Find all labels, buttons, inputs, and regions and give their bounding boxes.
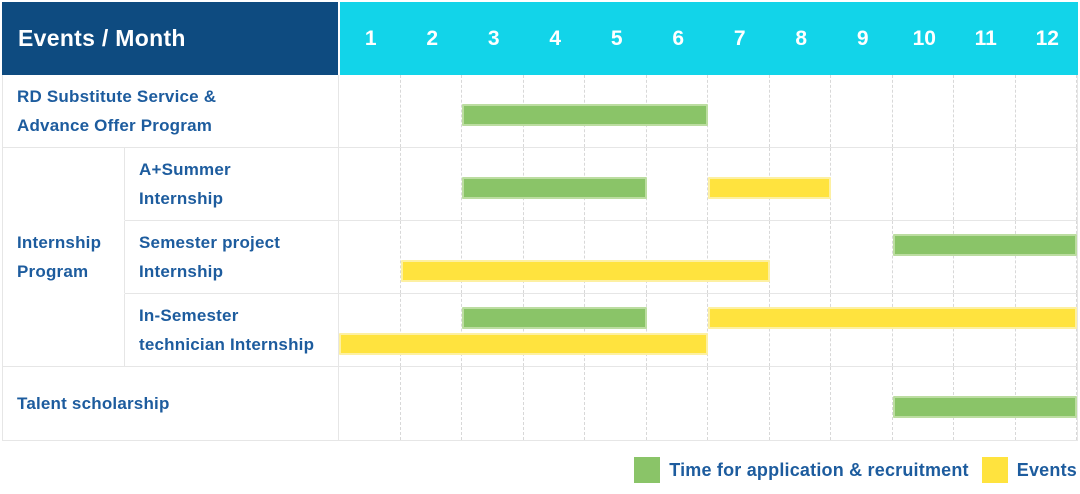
month-gridline-cell bbox=[401, 367, 462, 440]
month-gridline-cell bbox=[585, 221, 647, 293]
event-bar bbox=[400, 260, 770, 282]
table-row-a-summer-internship: A+Summer Internship bbox=[3, 148, 1077, 221]
month-gridline-cell bbox=[647, 221, 708, 293]
month-gridline-cell bbox=[954, 221, 1016, 293]
event-bar bbox=[708, 307, 1077, 329]
legend-swatch-application bbox=[634, 457, 661, 483]
month-gridline-cell bbox=[1016, 148, 1077, 220]
month-gridline-cell bbox=[462, 367, 524, 440]
month-gridline-cell bbox=[524, 367, 585, 440]
row-label-talent-scholarship: Talent scholarship bbox=[3, 367, 339, 440]
month-header-cell: 7 bbox=[733, 26, 746, 50]
event-bar bbox=[339, 333, 708, 355]
table-row-in-semester-technician-internship: In-Semester technician Internship bbox=[3, 294, 1077, 367]
month-gridline-cell bbox=[708, 294, 770, 366]
row-chart bbox=[339, 294, 1077, 367]
month-header-cell: 4 bbox=[549, 26, 562, 50]
month-gridline-cell bbox=[339, 148, 401, 220]
events-month-table: Events / Month 1 2 3 4 5 6 7 8 9 10 11 1… bbox=[2, 2, 1078, 441]
month-gridline-cell bbox=[893, 75, 954, 147]
month-gridline-cell bbox=[954, 148, 1016, 220]
events-month-header-cell: Events / Month bbox=[2, 2, 338, 75]
month-gridline-cell bbox=[462, 294, 524, 366]
month-gridline-cell bbox=[339, 75, 401, 147]
month-header-cell: 12 bbox=[1035, 26, 1059, 50]
month-header-cell: 8 bbox=[795, 26, 808, 50]
month-gridline-cell bbox=[770, 294, 831, 366]
group-label-internship-program: Internship Program bbox=[3, 221, 125, 294]
month-gridline-cell bbox=[585, 294, 647, 366]
month-gridline-cell bbox=[708, 221, 770, 293]
row-chart bbox=[339, 75, 1077, 148]
application-bar bbox=[892, 396, 1077, 418]
group-col-spacer bbox=[3, 294, 125, 367]
table-row-semester-project-internship: Internship Program Semester project Inte… bbox=[3, 221, 1077, 294]
month-gridline-cell bbox=[647, 294, 708, 366]
month-gridline-cell bbox=[770, 221, 831, 293]
application-bar bbox=[892, 234, 1077, 256]
application-bar bbox=[462, 307, 647, 329]
month-gridline-cell bbox=[831, 221, 893, 293]
legend-item-event: Events bbox=[981, 457, 1077, 483]
row-chart bbox=[339, 148, 1077, 221]
month-gridline-cell bbox=[1016, 75, 1077, 147]
month-gridline-cell bbox=[339, 221, 401, 293]
legend-swatch-event bbox=[981, 457, 1008, 483]
month-gridline-cell bbox=[831, 75, 893, 147]
legend-label-application: Time for application & recruitment bbox=[669, 459, 969, 480]
month-gridline-cell bbox=[1016, 221, 1077, 293]
month-header-cell: 2 bbox=[426, 26, 439, 50]
month-gridline-cell bbox=[462, 221, 524, 293]
month-gridline-cell bbox=[893, 294, 954, 366]
month-gridline-cell bbox=[647, 148, 708, 220]
month-gridline-cell bbox=[1016, 294, 1077, 366]
month-gridline-cell bbox=[893, 221, 954, 293]
row-chart bbox=[339, 221, 1077, 294]
row-label-rd-substitute: RD Substitute Service & Advance Offer Pr… bbox=[3, 75, 339, 148]
month-gridline-cell bbox=[401, 75, 462, 147]
table-row-rd-substitute: RD Substitute Service & Advance Offer Pr… bbox=[3, 75, 1077, 148]
row-label-in-semester-technician-internship: In-Semester technician Internship bbox=[125, 294, 339, 367]
month-header-cell: 3 bbox=[487, 26, 500, 50]
application-bar bbox=[462, 177, 647, 199]
month-gridline-cell bbox=[339, 367, 401, 440]
month-gridline-cell bbox=[708, 367, 770, 440]
month-header-strip: 1 2 3 4 5 6 7 8 9 10 11 12 bbox=[340, 2, 1078, 75]
month-gridline-cell bbox=[770, 75, 831, 147]
application-bar bbox=[462, 104, 708, 126]
month-gridline-cell bbox=[893, 148, 954, 220]
month-gridline-cell bbox=[954, 75, 1016, 147]
group-col-spacer bbox=[3, 148, 125, 221]
row-label-semester-project-internship: Semester project Internship bbox=[125, 221, 339, 294]
month-gridline-cell bbox=[585, 367, 647, 440]
legend: Time for application & recruitment Event… bbox=[634, 457, 1077, 483]
month-gridline-cell bbox=[647, 367, 708, 440]
event-bar bbox=[708, 177, 831, 199]
month-gridline-cell bbox=[708, 75, 770, 147]
legend-item-application: Time for application & recruitment bbox=[634, 457, 969, 483]
month-gridline-cell bbox=[339, 294, 401, 366]
month-gridline-cell bbox=[831, 294, 893, 366]
table-body: RD Substitute Service & Advance Offer Pr… bbox=[2, 75, 1078, 441]
month-gridline-cell bbox=[524, 294, 585, 366]
month-gridline-cell bbox=[401, 294, 462, 366]
table-header-row: Events / Month 1 2 3 4 5 6 7 8 9 10 11 1… bbox=[2, 2, 1078, 75]
row-chart bbox=[339, 367, 1077, 440]
row-label-a-summer-internship: A+Summer Internship bbox=[125, 148, 339, 221]
month-gridline-cell bbox=[831, 148, 893, 220]
month-gridline-cell bbox=[954, 294, 1016, 366]
month-gridline-cell bbox=[401, 148, 462, 220]
legend-label-event: Events bbox=[1016, 459, 1077, 480]
table-row-talent-scholarship: Talent scholarship bbox=[3, 367, 1077, 440]
month-header-cell: 1 bbox=[364, 26, 377, 50]
month-header-cell: 6 bbox=[672, 26, 685, 50]
month-gridline-cell bbox=[401, 221, 462, 293]
month-header-cell: 10 bbox=[912, 26, 936, 50]
month-header-cell: 9 bbox=[856, 26, 869, 50]
month-header-cell: 11 bbox=[974, 26, 997, 50]
month-header-cell: 5 bbox=[610, 26, 623, 50]
month-gridline-cell bbox=[524, 221, 585, 293]
month-gridline-cell bbox=[770, 367, 831, 440]
month-gridline-cell bbox=[831, 367, 893, 440]
